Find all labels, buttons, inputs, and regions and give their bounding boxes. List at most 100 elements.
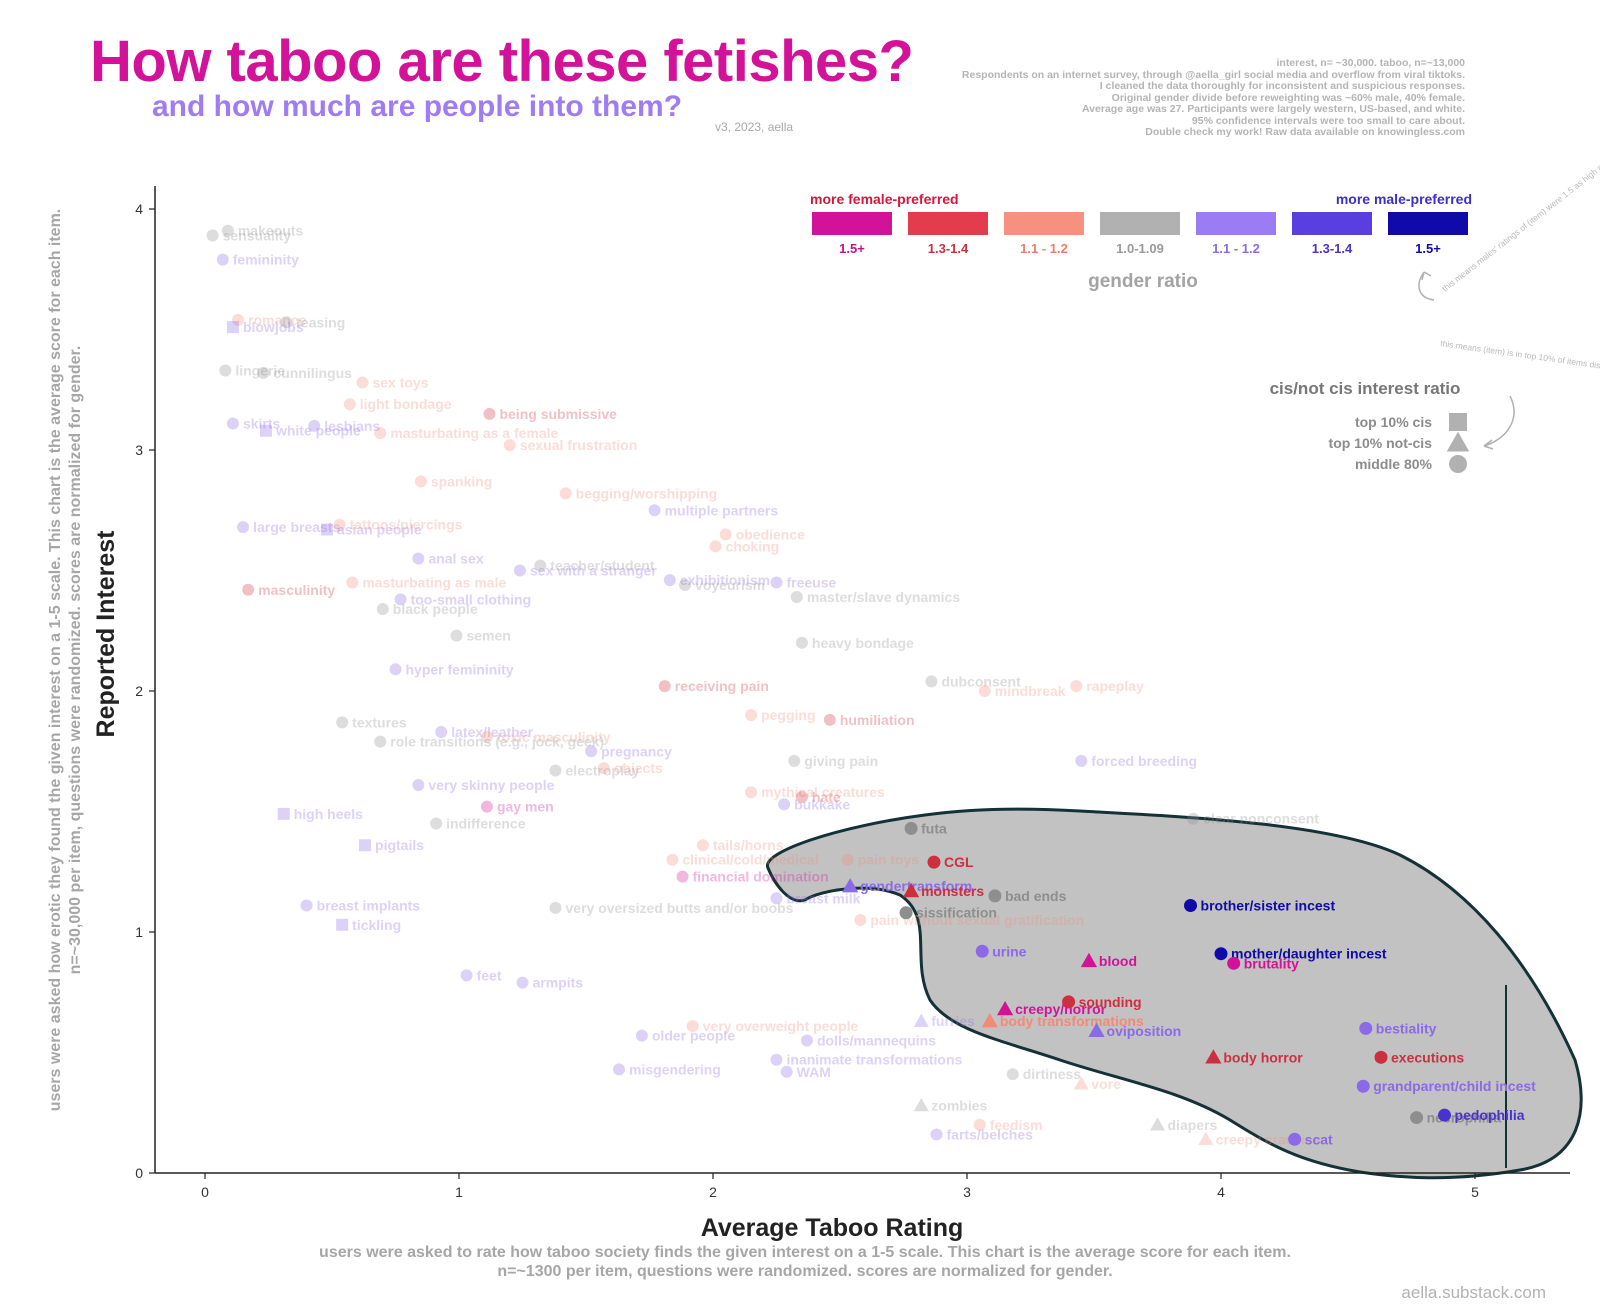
data-point-marker <box>430 817 443 830</box>
data-point-marker <box>795 636 808 649</box>
data-point-marker <box>503 439 516 452</box>
data-point-label: feet <box>477 967 502 983</box>
data-point-marker <box>1070 680 1083 693</box>
data-point-marker <box>480 800 493 813</box>
data-point-marker <box>635 1029 648 1042</box>
data-point-label: teacher/student <box>550 558 655 574</box>
data-point-label: body horror <box>1223 1049 1303 1065</box>
data-point-marker <box>242 583 255 596</box>
data-point-label: older people <box>652 1028 735 1044</box>
legend-swatch-label: 1.1 - 1.2 <box>1212 241 1260 256</box>
data-point-label: multiple partners <box>665 502 779 518</box>
data-point-marker <box>1438 1108 1452 1122</box>
x-tick-label: 0 <box>201 1184 209 1200</box>
legend-swatch <box>1388 212 1468 235</box>
data-point-label: blowjobs <box>243 319 304 335</box>
data-point-marker <box>1214 947 1228 961</box>
data-point-label: WAM <box>797 1064 831 1080</box>
data-point-marker <box>483 407 496 420</box>
data-point-marker <box>745 786 758 799</box>
x-tick-label: 4 <box>1217 1184 1225 1200</box>
legend-swatch <box>1292 212 1372 235</box>
data-point-label: grandparent/child incest <box>1373 1078 1536 1094</box>
data-point-label: diapers <box>1168 1117 1218 1133</box>
data-point-label: scat <box>1305 1131 1333 1147</box>
data-point-label: tails/horns <box>713 837 784 853</box>
data-point-marker <box>770 1053 783 1066</box>
data-point-label: masturbating as male <box>362 575 506 591</box>
data-point-label: being submissive <box>499 406 617 422</box>
data-point-marker <box>988 889 1002 903</box>
data-point-marker <box>516 976 529 989</box>
data-point-marker <box>346 576 359 589</box>
data-point-marker <box>216 253 229 266</box>
data-point-marker <box>709 540 722 553</box>
data-point-marker <box>613 1063 626 1076</box>
legend-swatch <box>1196 212 1276 235</box>
data-point-marker <box>219 364 232 377</box>
data-point-label: clear nonconsent <box>1203 811 1319 827</box>
data-point-marker <box>790 591 803 604</box>
data-point-label: bad ends <box>1005 888 1067 904</box>
legend-swatch-label: 1.3-1.4 <box>1312 241 1353 256</box>
data-point-label: master/slave dynamics <box>807 589 961 605</box>
data-point-label: breast milk <box>787 890 861 906</box>
y-tick-label: 2 <box>135 683 143 699</box>
data-point-marker <box>1359 1021 1373 1035</box>
data-point-marker <box>412 778 425 791</box>
data-point-marker <box>676 870 689 883</box>
data-point-marker <box>374 427 387 440</box>
data-point-marker <box>696 839 709 852</box>
data-point-label: sexual frustration <box>520 437 637 453</box>
data-point-label: zombies <box>931 1098 987 1114</box>
x-tick-label: 1 <box>455 1184 463 1200</box>
data-point-label: urine <box>992 943 1026 959</box>
data-point-marker <box>356 376 369 389</box>
data-point-marker <box>788 754 801 767</box>
data-point-label: monsters <box>921 883 984 899</box>
data-point-marker <box>333 518 346 531</box>
data-point-marker <box>854 913 867 926</box>
data-point-label: pigtails <box>375 837 424 853</box>
data-point-label: high heels <box>294 806 363 822</box>
data-point-label: asian people <box>337 522 422 538</box>
data-point-marker <box>1187 812 1200 825</box>
legend-swatch <box>908 212 988 235</box>
data-point-marker <box>913 1098 929 1112</box>
legend-shape-label: top 10% not-cis <box>1329 435 1433 451</box>
data-point-label: very skinny people <box>428 777 554 793</box>
data-point-marker <box>206 229 219 242</box>
data-point-marker <box>658 680 671 693</box>
legend-shape-label: top 10% cis <box>1355 414 1432 430</box>
data-point-marker <box>226 321 239 334</box>
chart-title: How taboo are these fetishes? <box>90 29 914 94</box>
data-point-marker <box>480 730 493 743</box>
data-point-marker <box>975 944 989 958</box>
data-point-label: very oversized butts and/or boobs <box>566 900 794 916</box>
data-point-marker <box>778 798 791 811</box>
y-tick-label: 0 <box>135 1165 143 1181</box>
legend-note-arrow <box>1418 271 1435 301</box>
legend-swatch <box>1004 212 1084 235</box>
legend-shape-marker <box>1449 413 1467 431</box>
survey-note-line: I cleaned the data thoroughly for incons… <box>1099 80 1465 92</box>
survey-note-line: Respondents on an internet survey, throu… <box>961 68 1465 81</box>
data-point-marker <box>899 906 913 920</box>
data-point-label: femininity <box>233 252 299 268</box>
data-point-marker <box>460 969 473 982</box>
data-point-marker <box>1410 1111 1424 1125</box>
data-point-label: white people <box>275 423 361 439</box>
data-point-marker <box>930 1128 943 1141</box>
data-point-marker <box>414 475 427 488</box>
data-point-label: brutality <box>1244 955 1299 971</box>
data-point-label: tickling <box>352 917 401 933</box>
data-point-marker <box>549 901 562 914</box>
legend-note-notcis: this means (item) is in top 10% of items… <box>1440 338 1600 393</box>
data-point-label: romance <box>248 312 307 328</box>
survey-note-line: Average age was 27. Participants were la… <box>1081 103 1465 115</box>
data-point-marker <box>221 224 234 237</box>
data-point-label: teasing <box>296 314 345 330</box>
data-point-label: electroplay <box>566 763 640 779</box>
data-point-marker <box>1150 1117 1165 1131</box>
data-point-marker <box>336 918 349 931</box>
